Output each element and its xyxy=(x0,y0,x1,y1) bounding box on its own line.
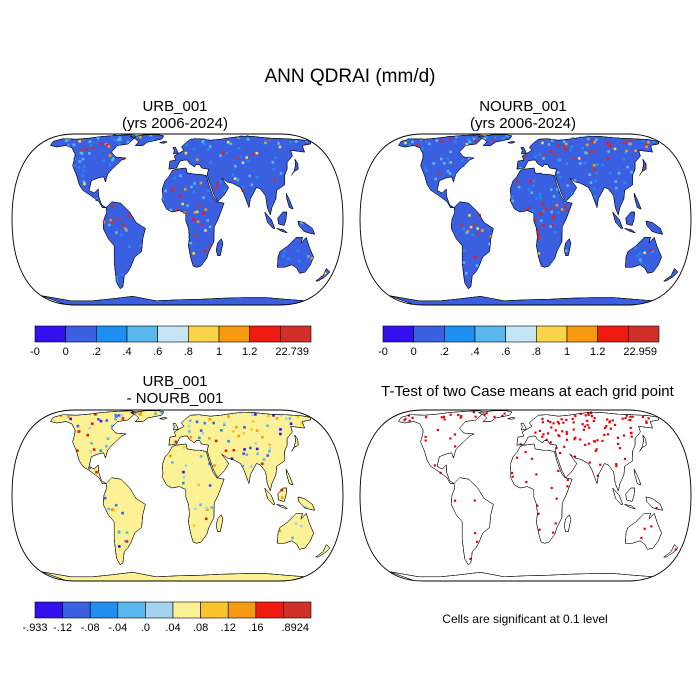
colorbar-swatch xyxy=(62,601,91,619)
colorbar-label: .04 xyxy=(165,622,180,634)
field-cells xyxy=(403,411,677,561)
panel-title-urb-line1: URB_001 xyxy=(142,98,208,115)
colorbar-label: .12 xyxy=(221,622,236,634)
panel-title-nourb-line2: (yrs 2006-2024) xyxy=(470,115,576,132)
colorbar-swatch xyxy=(145,601,174,619)
land-diff xyxy=(41,410,331,581)
land-ttest xyxy=(389,410,679,581)
map-nourb xyxy=(359,133,692,306)
colorbar-label: 1.2 xyxy=(590,346,605,358)
panel-title-nourb-line1: NOURB_001 xyxy=(479,98,567,115)
colorbar-label: -0 xyxy=(30,346,40,358)
colorbar-label: 1.2 xyxy=(242,346,257,358)
continent-antarctica xyxy=(41,571,306,581)
colorbar-swatch xyxy=(283,601,312,619)
colorbar-label: .4 xyxy=(122,346,131,358)
colorbar-label: .08 xyxy=(193,622,208,634)
colorbar-label: 22.739 xyxy=(275,346,309,358)
colorbar-swatch xyxy=(474,325,506,343)
continent-antarctica xyxy=(41,295,306,305)
colorbar-swatch xyxy=(218,325,250,343)
colorbar-label: .6 xyxy=(153,346,162,358)
colorbar-swatch xyxy=(117,601,146,619)
map-frame-nourb xyxy=(359,133,692,306)
colorbar-swatch xyxy=(34,601,63,619)
colorbar-swatch xyxy=(413,325,445,343)
colorbar-label: .2 xyxy=(440,346,449,358)
colorbar-label: .16 xyxy=(248,622,263,634)
colorbar-swatch xyxy=(382,325,414,343)
continent-indonesia1 xyxy=(264,211,276,229)
colorbar-swatch xyxy=(280,325,312,343)
colorbar-label: .8 xyxy=(184,346,193,358)
colorbar-label: .0 xyxy=(141,622,150,634)
continent-antarctica xyxy=(389,295,654,305)
colorbar-label: 0 xyxy=(411,346,417,358)
colorbar-diff: -.933 -.12 -.08 -.04 .0 .04 .08 .12 .16 .8924 xyxy=(22,601,312,634)
colorbar-label: -0 xyxy=(378,346,388,358)
land-urb xyxy=(41,134,331,305)
colorbar-swatch xyxy=(200,601,229,619)
figure-title: ANN QDRAI (mm/d) xyxy=(264,66,436,87)
colorbar-swatch xyxy=(597,325,629,343)
map-frame-ttest xyxy=(359,409,692,582)
colorbar-swatch xyxy=(628,325,660,343)
colorbar-label: .8924 xyxy=(281,622,309,634)
colorbar-swatch xyxy=(255,601,284,619)
colorbar-label: 22.959 xyxy=(623,346,657,358)
map-frame-urb xyxy=(11,133,344,306)
continent-borneo xyxy=(625,487,636,502)
colorbar-swatch xyxy=(89,601,119,619)
colorbar-swatch xyxy=(188,325,220,343)
colorbar-swatch xyxy=(65,325,97,343)
colorbar-label: .8 xyxy=(532,346,541,358)
colorbar-label: 1 xyxy=(216,346,222,358)
panel-title-diff: URB_001 - NOURB_001 xyxy=(65,373,285,407)
colorbar-label: 0 xyxy=(63,346,69,358)
colorbar-label: -.04 xyxy=(108,622,127,634)
colorbar-label: -.933 xyxy=(22,622,47,634)
colorbar-nourb: -0 0 .2 .4 .6 .8 1 1.2 22.959 xyxy=(378,325,660,358)
colorbar-swatch xyxy=(566,325,598,343)
colorbar-label: 1 xyxy=(564,346,570,358)
colorbar-swatch xyxy=(157,325,189,343)
map-ttest xyxy=(359,409,692,582)
colorbar-swatch xyxy=(444,325,476,343)
colorbar-swatch xyxy=(172,601,201,619)
field-cells xyxy=(59,410,307,548)
colorbar-swatch xyxy=(96,325,128,343)
colorbar-swatch xyxy=(126,325,158,343)
significance-note: Cells are significant at 0.1 level xyxy=(442,612,608,626)
panel-title-urb-line2: (yrs 2006-2024) xyxy=(122,115,228,132)
map-diff xyxy=(11,409,344,582)
colorbar-label: .2 xyxy=(92,346,101,358)
colorbar-swatch xyxy=(505,325,537,343)
colorbar-label: -.12 xyxy=(53,622,72,634)
panel-title-diff-line1: URB_001 xyxy=(142,373,208,390)
continent-indonesia1 xyxy=(264,487,276,505)
continent-indonesia1 xyxy=(612,211,624,229)
colorbar-swatch xyxy=(536,325,568,343)
panel-title-diff-line2: - NOURB_001 xyxy=(126,390,224,407)
map-frame-diff xyxy=(11,409,344,582)
continent-indonesia1 xyxy=(612,487,624,505)
colorbar-label: .4 xyxy=(470,346,479,358)
colorbar-label: .6 xyxy=(501,346,510,358)
land-nourb xyxy=(389,134,679,305)
colorbar-swatch xyxy=(227,601,257,619)
continent-borneo xyxy=(625,211,636,226)
continent-borneo xyxy=(277,211,288,226)
panel-title-urb: URB_001 (yrs 2006-2024) xyxy=(65,98,285,132)
colorbar-swatch xyxy=(249,325,281,343)
map-urb xyxy=(11,133,344,306)
panel-title-ttest: T-Test of two Case means at each grid po… xyxy=(381,383,674,400)
continent-antarctica xyxy=(389,571,654,581)
colorbar-label: -.08 xyxy=(81,622,100,634)
colorbar-urb: -0 0 .2 .4 .6 .8 1 1.2 22.739 xyxy=(30,325,312,358)
colorbar-swatch xyxy=(34,325,66,343)
panel-title-nourb: NOURB_001 (yrs 2006-2024) xyxy=(413,98,633,132)
